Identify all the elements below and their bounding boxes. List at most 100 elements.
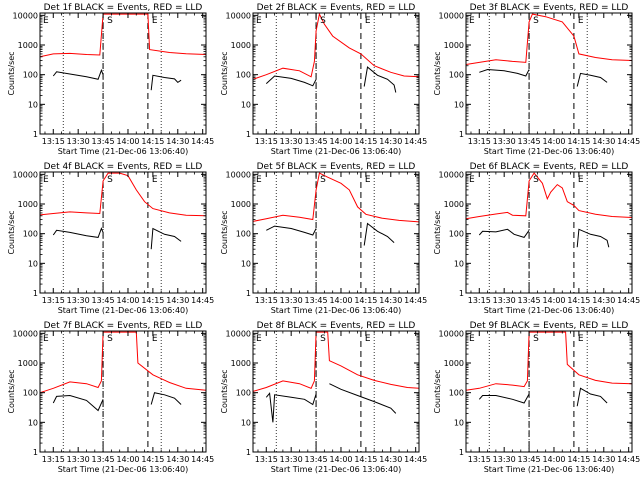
series-events xyxy=(363,222,395,246)
y-tick-label: 10 xyxy=(241,418,251,427)
plot-frame xyxy=(252,330,420,453)
event-marker-s: S xyxy=(320,175,326,185)
x-tick-label: 14:15 xyxy=(141,296,164,305)
y-axis-label: Counts/sec xyxy=(433,210,442,254)
y-tick-label: 100 xyxy=(236,71,251,80)
x-tick-label: 13:45 xyxy=(92,455,115,464)
series-events xyxy=(576,387,608,407)
x-tick-label: 14:30 xyxy=(379,455,402,464)
plot-frame xyxy=(465,330,633,453)
x-tick-label: 13:30 xyxy=(280,296,303,305)
event-marker-e: E xyxy=(365,334,371,344)
x-axis-label: Start Time (21-Dec-06 13:06:40) xyxy=(271,306,402,315)
y-tick-label: 10 xyxy=(28,100,38,109)
x-tick-label: 13:30 xyxy=(67,455,90,464)
x-tick-label: 14:00 xyxy=(116,137,139,146)
x-tick-label: 13:15 xyxy=(42,455,65,464)
y-axis-label: Counts/sec xyxy=(433,369,442,413)
panel-det-7: Det 7f BLACK = Events, RED = LLD 1 10 100 10… xyxy=(7,321,214,474)
x-tick-label: 14:00 xyxy=(542,455,565,464)
x-tick-label: 14:00 xyxy=(116,296,139,305)
series-lld xyxy=(39,331,207,394)
x-tick-label: 14:45 xyxy=(191,296,214,305)
series-events xyxy=(478,228,530,238)
y-tick-label: 10 xyxy=(454,100,464,109)
panel-det-8: Det 8f BLACK = Events, RED = LLD 1 10 100 10… xyxy=(220,321,427,474)
series-events xyxy=(265,392,317,423)
x-tick-label: 13:45 xyxy=(518,137,541,146)
y-tick-label: 10000 xyxy=(13,11,38,20)
x-tick-label: 14:30 xyxy=(166,296,189,305)
x-tick-label: 14:30 xyxy=(166,137,189,146)
x-tick-label: 14:00 xyxy=(329,137,352,146)
x-tick-label: 13:15 xyxy=(468,455,491,464)
event-marker-s: S xyxy=(533,175,539,185)
panel-title: Det 1f BLACK = Events, RED = LLD xyxy=(44,3,203,13)
y-tick-label: 1000 xyxy=(18,200,38,209)
y-tick-label: 1000 xyxy=(444,359,464,368)
x-axis-label: Start Time (21-Dec-06 13:06:40) xyxy=(58,147,189,156)
event-marker-e: E xyxy=(43,334,49,344)
event-marker-e: E xyxy=(365,16,371,26)
panel-det-4: Det 4f BLACK = Events, RED = LLD 1 10 100 10… xyxy=(7,162,214,315)
x-tick-label: 14:15 xyxy=(567,455,590,464)
y-tick-label: 10000 xyxy=(226,11,251,20)
x-tick-label: 14:45 xyxy=(191,137,214,146)
x-tick-label: 13:30 xyxy=(280,455,303,464)
y-tick-label: 100 xyxy=(449,389,464,398)
x-tick-label: 14:00 xyxy=(542,137,565,146)
x-tick-label: 13:45 xyxy=(92,296,115,305)
x-tick-label: 14:45 xyxy=(404,137,427,146)
y-axis-label: Counts/sec xyxy=(7,369,16,413)
plot-frame xyxy=(465,171,633,294)
series-events xyxy=(150,392,182,405)
x-axis-label: Start Time (21-Dec-06 13:06:40) xyxy=(271,147,402,156)
y-axis-label: Counts/sec xyxy=(220,369,229,413)
x-axis-label: Start Time (21-Dec-06 13:06:40) xyxy=(484,306,615,315)
x-tick-label: 14:45 xyxy=(404,455,427,464)
event-marker-s: S xyxy=(107,175,113,185)
panel-det-9: Det 9f BLACK = Events, RED = LLD 1 10 100 10… xyxy=(433,321,640,474)
x-tick-label: 14:45 xyxy=(191,455,214,464)
panel-title: Det 7f BLACK = Events, RED = LLD xyxy=(44,321,203,331)
x-tick-label: 13:30 xyxy=(67,137,90,146)
x-axis-label: Start Time (21-Dec-06 13:06:40) xyxy=(484,147,615,156)
x-tick-label: 14:30 xyxy=(592,455,615,464)
y-tick-label: 10 xyxy=(241,259,251,268)
y-axis-label: Counts/sec xyxy=(220,51,229,95)
x-tick-label: 13:15 xyxy=(42,296,65,305)
y-tick-label: 10 xyxy=(241,100,251,109)
y-tick-label: 1 xyxy=(246,130,251,139)
y-tick-label: 1000 xyxy=(444,200,464,209)
series-events xyxy=(478,393,530,404)
x-tick-label: 14:45 xyxy=(404,296,427,305)
x-tick-label: 14:45 xyxy=(617,137,640,146)
series-events xyxy=(52,68,104,80)
y-tick-label: 10000 xyxy=(439,329,464,338)
y-axis-label: Counts/sec xyxy=(7,210,16,254)
y-tick-label: 1 xyxy=(33,448,38,457)
y-tick-label: 100 xyxy=(236,230,251,239)
panel-title: Det 5f BLACK = Events, RED = LLD xyxy=(257,162,416,172)
panel-title: Det 9f BLACK = Events, RED = LLD xyxy=(470,321,629,331)
series-events xyxy=(265,75,317,87)
event-marker-e: E xyxy=(152,16,158,26)
y-tick-label: 10000 xyxy=(226,170,251,179)
x-tick-label: 14:15 xyxy=(141,137,164,146)
event-marker-e: E xyxy=(578,334,584,344)
x-tick-label: 14:15 xyxy=(567,296,590,305)
plot-frame xyxy=(252,171,420,294)
x-axis-label: Start Time (21-Dec-06 13:06:40) xyxy=(484,465,615,474)
series-lld xyxy=(252,331,420,392)
series-events xyxy=(150,227,182,250)
x-axis-label: Start Time (21-Dec-06 13:06:40) xyxy=(58,306,189,315)
series-events xyxy=(52,227,104,238)
x-tick-label: 13:45 xyxy=(305,296,328,305)
y-tick-label: 1 xyxy=(459,448,464,457)
y-tick-label: 1 xyxy=(459,130,464,139)
panel-det-5: Det 5f BLACK = Events, RED = LLD 1 10 100 10… xyxy=(220,162,427,315)
panel-det-3: Det 3f BLACK = Events, RED = LLD 1 10 100 10… xyxy=(433,3,640,156)
y-tick-label: 1000 xyxy=(444,41,464,50)
y-tick-label: 100 xyxy=(23,71,38,80)
